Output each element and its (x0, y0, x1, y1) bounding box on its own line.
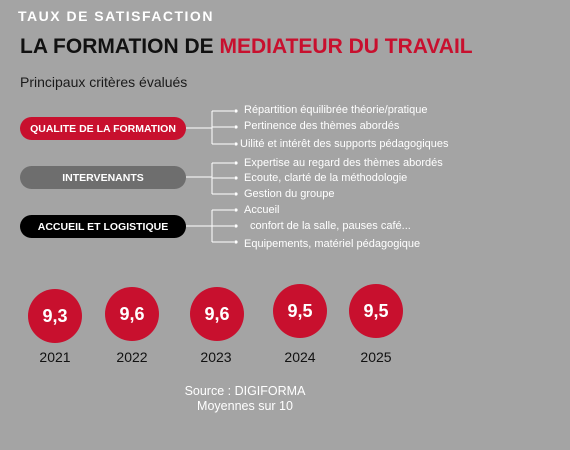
criterion-text: Gestion du groupe (244, 188, 335, 200)
score-circle-2023: 9,6 (190, 287, 244, 341)
score-circle-2024: 9,5 (273, 284, 327, 338)
kicker-text: TAUX DE SATISFACTION (18, 8, 214, 24)
criterion-text: Accueil (244, 204, 280, 216)
criterion-text: Répartition équilibrée théorie/pratique (244, 104, 428, 116)
year-label: 2024 (284, 349, 316, 365)
criterion-text: Expertise au regard des thèmes abordés (244, 157, 443, 169)
source-label: Source : DIGIFORMA (184, 384, 306, 398)
group-pill-qualite: QUALITE DE LA FORMATION (20, 117, 186, 140)
year-label: 2022 (116, 349, 148, 365)
criterion-text: Equipements, matériel pédagogique (244, 238, 421, 250)
title-part-1: LA FORMATION DE (20, 35, 220, 58)
criterion-text: confort de la salle, pauses café... (250, 220, 411, 232)
criterion-text: Uilité et intérêt des supports pédagogiq… (240, 138, 449, 150)
score-circle-2021: 9,3 (28, 289, 82, 343)
criterion-text: Ecoute, clarté de la méthodologie (244, 172, 408, 184)
title-part-2: MEDIATEUR DU TRAVAIL (219, 35, 473, 58)
score-circle-2025: 9,5 (349, 284, 403, 338)
subtitle: Principaux critères évalués (20, 74, 188, 90)
page-title: LA FORMATION DE MEDIATEUR DU TRAVAIL (20, 35, 473, 59)
year-label: 2025 (360, 349, 392, 365)
criterion-text: Pertinence des thèmes abordés (244, 120, 400, 132)
scale-note: Moyennes sur 10 (197, 399, 293, 413)
score-circle-2022: 9,6 (105, 287, 159, 341)
group-pill-intervenants: INTERVENANTS (20, 166, 186, 189)
year-label: 2023 (200, 349, 232, 365)
group-pill-accueil: ACCUEIL ET LOGISTIQUE (20, 215, 186, 238)
year-label: 2021 (39, 349, 71, 365)
